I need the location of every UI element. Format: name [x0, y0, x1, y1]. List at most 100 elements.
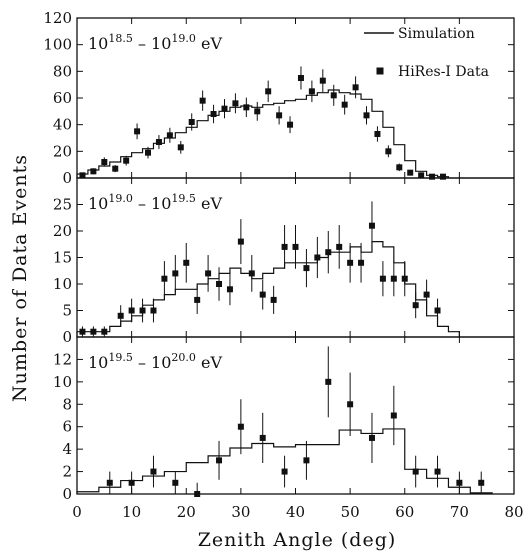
simulation-histogram — [76, 89, 450, 178]
y-tick-label: 25 — [53, 196, 72, 214]
data-point — [368, 222, 375, 229]
data-point — [145, 149, 152, 156]
energy-range-label: 1019.5 – 1020.0 eV — [88, 351, 222, 372]
data-point — [194, 491, 201, 497]
data-point — [172, 270, 179, 277]
data-point — [128, 479, 135, 486]
data-point — [205, 270, 212, 277]
x-tick-label: 70 — [450, 503, 469, 521]
data-point — [347, 259, 354, 266]
data-point — [265, 88, 272, 95]
data-point — [259, 291, 266, 298]
data-point — [150, 468, 157, 475]
data-point — [112, 165, 119, 172]
data-point — [123, 157, 130, 164]
data-point — [172, 479, 179, 486]
data-point — [352, 84, 359, 91]
data-point — [183, 259, 190, 266]
data-point — [423, 291, 430, 298]
data-point — [254, 108, 261, 115]
data-point — [210, 111, 217, 117]
x-tick-label: 80 — [504, 503, 523, 521]
data-point — [390, 275, 397, 282]
data-point — [232, 100, 239, 107]
data-point — [177, 144, 184, 151]
data-point — [237, 423, 244, 430]
data-point — [358, 259, 365, 266]
data-point — [368, 434, 375, 441]
data-point — [319, 77, 326, 84]
data-point — [412, 468, 419, 475]
data-point — [407, 169, 414, 176]
data-point — [101, 159, 108, 165]
data-point — [90, 168, 97, 175]
y-tick-label: 2 — [62, 463, 72, 481]
y-tick-label: 10 — [53, 275, 72, 293]
y-tick-label: 0 — [62, 169, 72, 187]
y-tick-label: 40 — [53, 116, 72, 134]
x-tick-label: 50 — [341, 503, 360, 521]
data-point — [347, 401, 354, 408]
data-point — [188, 119, 195, 125]
data-point — [194, 296, 201, 303]
data-point — [385, 148, 392, 155]
y-tick-label: 6 — [62, 418, 72, 436]
data-point — [281, 468, 288, 475]
data-point — [418, 172, 425, 179]
data-point — [303, 265, 310, 272]
y-tick-label: 15 — [53, 249, 72, 267]
simulation-histogram — [76, 241, 460, 337]
data-point — [456, 479, 463, 486]
y-tick-label: 0 — [62, 328, 72, 346]
data-point — [161, 275, 168, 282]
data-point — [270, 296, 277, 303]
data-point — [374, 131, 381, 137]
legend-simulation-label: Simulation — [398, 26, 475, 42]
data-point — [330, 92, 337, 99]
data-point — [297, 75, 304, 81]
y-tick-label: 8 — [62, 395, 72, 413]
energy-range-label: 1019.0 – 1019.5 eV — [88, 192, 222, 213]
y-tick-label: 100 — [43, 36, 72, 54]
data-point — [478, 479, 485, 486]
data-point — [434, 307, 441, 314]
data-point — [134, 128, 141, 135]
data-point — [155, 139, 162, 145]
x-tick-label: 10 — [122, 503, 141, 521]
data-point — [106, 479, 113, 486]
data-point — [243, 104, 250, 111]
data-point — [303, 457, 310, 464]
data-point — [434, 468, 441, 475]
data-point — [199, 97, 206, 104]
x-tick-label: 60 — [395, 503, 414, 521]
data-point — [276, 112, 283, 119]
data-point — [117, 312, 124, 319]
data-point — [128, 307, 135, 314]
y-tick-label: 120 — [43, 9, 72, 27]
data-point — [292, 243, 299, 250]
legend: Simulation HiRes-I Data — [364, 26, 489, 80]
energy-range-label: 1018.5 – 1019.0 eV — [88, 32, 222, 53]
y-axis-title: Number of Data Events — [9, 154, 31, 402]
x-axis-title: Zenith Angle (deg) — [198, 529, 397, 551]
legend-data-marker — [376, 67, 384, 75]
y-tick-label: 60 — [53, 89, 72, 107]
panel-3: 0 2 4 6 8 10 12 1019.5 – 1020.0 eV — [53, 336, 515, 503]
data-point — [221, 105, 228, 112]
data-point — [429, 173, 436, 180]
y-tick-label: 80 — [53, 62, 72, 80]
y-tick-label: 10 — [53, 373, 72, 391]
data-point — [363, 112, 370, 119]
x-tick-label: 40 — [286, 503, 305, 521]
data-point — [412, 302, 419, 309]
y-tick-label: 0 — [62, 485, 72, 503]
y-tick-label: 20 — [53, 142, 72, 160]
y-tick-label: 12 — [53, 350, 72, 368]
data-point — [216, 281, 223, 287]
data-point — [259, 434, 266, 441]
data-point — [341, 101, 348, 108]
data-point — [166, 132, 173, 139]
y-tick-label: 20 — [53, 222, 72, 240]
